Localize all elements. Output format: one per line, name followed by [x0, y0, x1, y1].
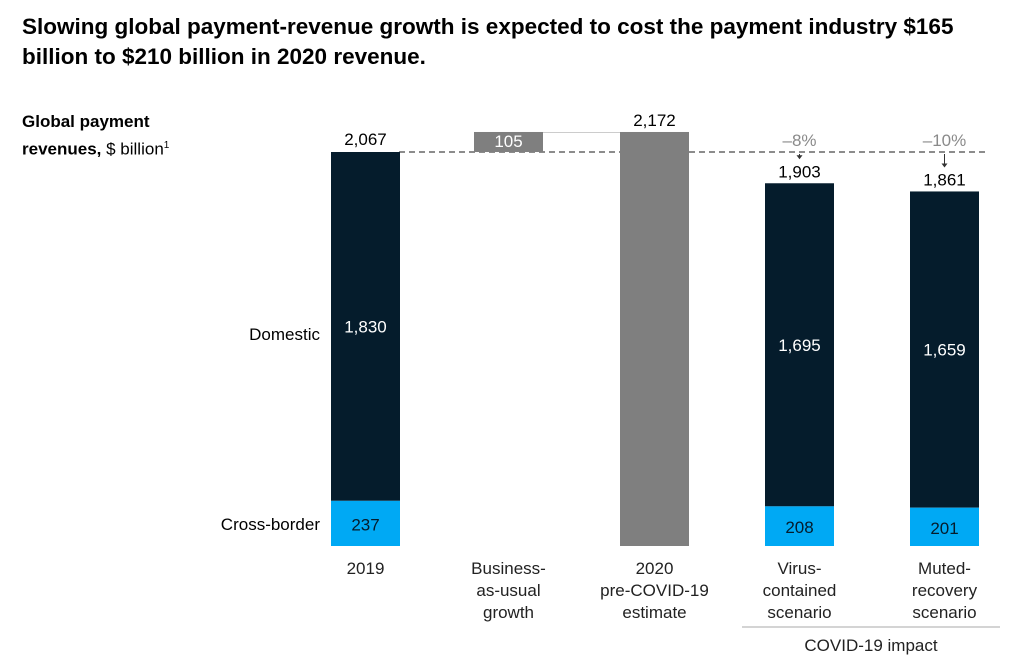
bar-cross-border-4 [910, 507, 979, 546]
bar-pre-covid-estimate [620, 131, 689, 547]
y-axis-unit: $ billion [106, 139, 164, 159]
category-label-3-line-1: contained [763, 581, 837, 600]
arrow-head-icon-3 [796, 155, 803, 160]
category-label-2-line-1: pre-COVID-19 [600, 581, 709, 600]
label-domestic-0: 1,830 [344, 317, 387, 336]
bar-bau-growth [474, 131, 543, 152]
series-label-cross-border: Cross-border [221, 515, 321, 534]
category-label-4-line-0: Muted- [918, 559, 971, 578]
bar-domestic-3 [765, 183, 834, 507]
category-label-4-line-2: scenario [912, 603, 976, 622]
footnote-marker: 1 [163, 140, 170, 151]
bar-domestic-4 [910, 191, 979, 508]
arrow-head-icon-4 [941, 163, 948, 168]
series-label-domestic: Domestic [249, 325, 320, 344]
category-label-2-line-0: 2020 [636, 559, 674, 578]
category-label-1-line-1: as-usual [476, 581, 540, 600]
category-label-3-line-0: Virus- [777, 559, 821, 578]
bar-domestic-0 [331, 152, 400, 501]
category-label-1-line-2: growth [483, 603, 534, 622]
label-domestic-4: 1,659 [923, 341, 966, 360]
category-label-3-line-2: scenario [767, 603, 831, 622]
group-label-covid-impact: COVID-19 impact [804, 636, 937, 655]
change-label-3: –8% [782, 131, 816, 150]
total-label-4: 1,861 [923, 170, 966, 189]
label-cross-border-0: 237 [351, 515, 379, 534]
bar-cross-border-3 [765, 506, 834, 546]
bar-cross-border-0 [331, 500, 400, 546]
y-axis-label-bold: Global payment revenues, [22, 112, 150, 159]
total-label-3: 1,903 [778, 162, 821, 181]
label-bau-growth: 105 [494, 132, 522, 151]
category-label-0-line-0: 2019 [347, 559, 385, 578]
label-domestic-3: 1,695 [778, 336, 821, 355]
total-label-2: 2,172 [633, 111, 676, 130]
y-axis-label: Global payment revenues, $ billion1 [22, 110, 200, 162]
category-label-1-line-0: Business- [471, 559, 546, 578]
label-cross-border-4: 201 [930, 519, 958, 538]
change-label-4: –10% [923, 131, 966, 150]
category-label-4-line-1: recovery [912, 581, 978, 600]
label-cross-border-3: 208 [785, 518, 813, 537]
total-label-0: 2,067 [344, 130, 387, 149]
chart-title: Slowing global payment-revenue growth is… [22, 14, 954, 69]
category-label-2-line-2: estimate [622, 603, 686, 622]
